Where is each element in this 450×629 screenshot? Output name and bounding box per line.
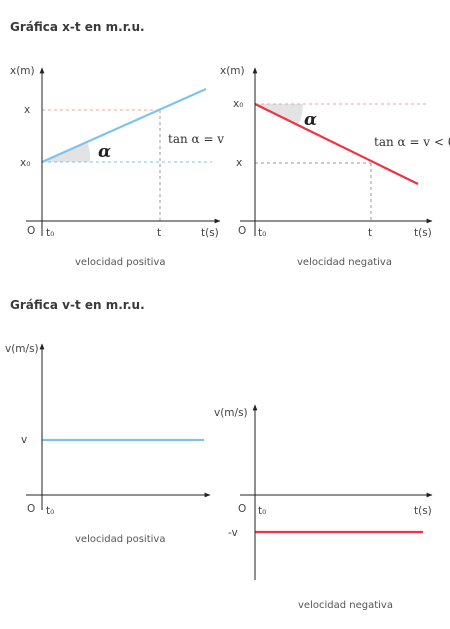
v-tick-label: -v	[228, 527, 238, 539]
position-line	[41, 87, 207, 164]
x-axis-label: t(s)	[414, 227, 432, 239]
x0-tick-label: x₀	[233, 98, 243, 110]
caption: velocidad positiva	[75, 534, 165, 545]
formula-label: tan α = v < 0	[374, 135, 450, 149]
angle-label: α	[98, 142, 111, 162]
v-tick-label: v	[21, 434, 27, 446]
vt-positive-graph: v(m/s) v O t₀ velocidad positiva	[5, 343, 211, 545]
origin-label: O	[27, 503, 35, 515]
x-tick-label: x	[236, 157, 242, 169]
formula-label: tan α = v	[168, 132, 224, 146]
x-axis-label: t(s)	[414, 505, 432, 517]
caption: velocidad negativa	[298, 600, 393, 611]
t-label: t	[368, 227, 372, 239]
origin-label: O	[238, 503, 246, 515]
y-axis-label: v(m/s)	[5, 343, 39, 355]
position-line	[254, 103, 419, 185]
x0-tick-label: x₀	[20, 157, 30, 169]
t-label: t	[157, 227, 161, 239]
xt-section-title: Gráfica x-t en m.r.u.	[10, 20, 145, 34]
x-axis-label: t(s)	[201, 227, 219, 239]
xt-negative-graph: x(m) x₀ x O t₀ t t(s) α tan α = v < 0 ve…	[220, 65, 450, 268]
t0-label: t₀	[258, 227, 266, 239]
t0-label: t₀	[258, 505, 266, 517]
y-axis-label: x(m)	[220, 65, 245, 77]
vt-negative-graph: v(m/s) t₀ O t(s) -v velocidad negativa	[214, 404, 433, 611]
caption: velocidad positiva	[75, 257, 165, 268]
xt-positive-graph: x(m) x x₀ O t₀ t t(s) α tan α = v veloci…	[10, 65, 224, 268]
t0-label: t₀	[46, 505, 54, 517]
angle-label: α	[304, 110, 317, 130]
t0-label: t₀	[46, 227, 54, 239]
x-tick-label: x	[24, 104, 30, 116]
vt-section-title: Gráfica v-t en m.r.u.	[10, 298, 145, 312]
origin-label: O	[238, 225, 246, 237]
origin-label: O	[27, 225, 35, 237]
y-axis-label: v(m/s)	[214, 407, 248, 419]
y-axis-label: x(m)	[10, 65, 35, 77]
caption: velocidad negativa	[297, 257, 392, 268]
